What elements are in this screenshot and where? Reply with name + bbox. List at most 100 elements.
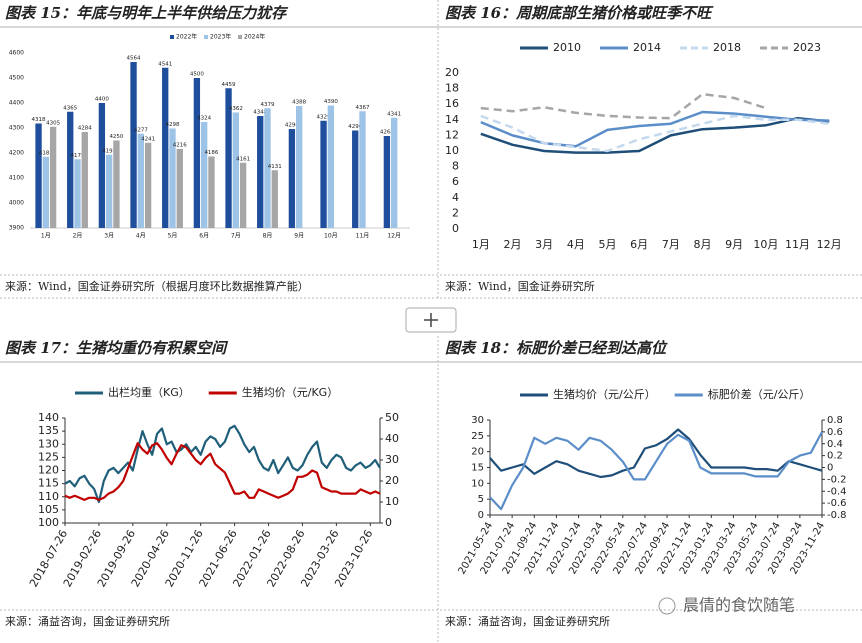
chart-title: 图表 15：年底与明年上半年供给压力犹存 <box>5 4 289 22</box>
legend-swatch <box>204 35 208 39</box>
y-tick-label: 2 <box>452 206 459 219</box>
bar <box>162 67 169 228</box>
y-tick-label: 10 <box>445 144 459 157</box>
x-tick-label: 7月 <box>662 238 680 251</box>
x-tick-label: 2月 <box>73 233 83 240</box>
y2-tick-label: -0.8 <box>827 510 847 521</box>
x-tick-label: 4月 <box>567 238 585 251</box>
watermark-icon <box>658 597 676 615</box>
x-tick-label: 6月 <box>199 233 209 240</box>
chart-title: 图表 16：周期底部生猪价格或旺季不旺 <box>445 4 714 22</box>
data-label: 4186 <box>204 150 218 156</box>
x-tick-label: 12月 <box>387 233 401 240</box>
bar <box>264 108 271 228</box>
y-tick-label: 20 <box>471 447 484 458</box>
legend-label: 2010 <box>553 41 581 54</box>
chart-title: 图表 18：标肥价差已经到达高位 <box>445 339 668 357</box>
bar <box>137 133 144 228</box>
y-tick-label: 14 <box>445 113 459 126</box>
y2-tick-label: -0.2 <box>827 474 847 485</box>
legend-label: 2022年 <box>176 33 197 41</box>
legend-label: 生猪均价（元/公斤） <box>553 387 656 401</box>
bar <box>288 129 296 228</box>
data-label: 4400 <box>95 97 109 103</box>
y-tick-label: 10 <box>471 478 484 489</box>
data-label: 4362 <box>229 106 243 112</box>
legend-label: 出栏均重（KG） <box>108 385 190 399</box>
y-tick-label: 4400 <box>9 100 24 107</box>
bar <box>193 78 201 228</box>
y2-tick-label: -0.6 <box>827 498 847 509</box>
y-tick-label: 18 <box>445 82 459 95</box>
data-label: 4290 <box>348 124 362 130</box>
bar <box>391 117 398 228</box>
data-label: 4193 <box>102 148 116 154</box>
legend-label: 2023 <box>793 41 821 54</box>
data-label: 4390 <box>324 99 338 105</box>
x-tick-label: 7月 <box>231 233 241 240</box>
data-label: 4131 <box>268 164 282 170</box>
y2-tick-label: 0 <box>385 516 392 529</box>
legend-label: 2014 <box>633 41 661 54</box>
x-tick-label: 1月 <box>41 233 51 240</box>
bar <box>225 88 232 228</box>
x-tick-label: 10月 <box>324 233 338 240</box>
y-tick-label: 4500 <box>9 75 24 82</box>
data-label: 4298 <box>166 122 180 128</box>
y-tick-label: 100 <box>38 516 59 529</box>
y-tick-label: 140 <box>38 411 59 424</box>
x-tick-label: 8月 <box>694 238 712 251</box>
y2-tick-label: 0.8 <box>827 415 843 426</box>
data-label: 4185 <box>39 150 53 156</box>
data-label: 4348 <box>253 110 267 116</box>
data-label: 4379 <box>261 102 275 108</box>
x-tick-label: 4月 <box>136 233 146 240</box>
data-label: 4459 <box>222 82 236 88</box>
x-tick-label: 11月 <box>356 233 370 240</box>
y-tick-label: 25 <box>471 431 484 442</box>
y2-tick-label: 20 <box>385 474 399 487</box>
data-label: 4216 <box>173 143 187 149</box>
legend-swatch <box>238 35 242 39</box>
legend-swatch <box>170 35 174 39</box>
y2-tick-label: 30 <box>385 453 399 466</box>
y2-tick-label: 10 <box>385 495 399 508</box>
bar <box>257 116 264 228</box>
data-label: 4241 <box>141 136 155 142</box>
y-tick-label: 30 <box>471 415 484 426</box>
y-tick-label: 4000 <box>9 200 24 207</box>
bar <box>113 140 120 228</box>
bar <box>169 128 176 228</box>
y2-tick-label: 50 <box>385 411 399 424</box>
bar <box>67 111 74 228</box>
bar <box>271 170 278 228</box>
bar <box>359 111 366 228</box>
line <box>64 442 381 501</box>
legend-label: 生猪均价（元/KG） <box>242 385 338 399</box>
data-label: 4324 <box>197 116 211 122</box>
x-tick-label: 10月 <box>753 238 778 251</box>
data-label: 4341 <box>387 111 401 117</box>
watermark: 晨倩的食饮随笔 <box>683 596 795 615</box>
x-tick-label: 2月 <box>504 238 522 251</box>
x-tick-label: 12月 <box>817 238 842 251</box>
y-tick-label: 130 <box>38 437 59 450</box>
y-tick-label: 135 <box>38 424 59 437</box>
x-tick-label: 11月 <box>785 238 810 251</box>
add-button[interactable] <box>405 307 457 333</box>
bar <box>320 120 327 228</box>
source-note: 来源：涌益咨询，国金证券研究所 <box>5 614 170 628</box>
bar <box>144 142 152 228</box>
y-tick-label: 4100 <box>9 175 24 182</box>
bar <box>130 62 137 228</box>
y-tick-label: 20 <box>445 66 459 79</box>
y-tick-label: 120 <box>38 464 59 477</box>
line <box>480 116 830 154</box>
y-tick-label: 16 <box>445 97 459 110</box>
bar <box>49 126 57 228</box>
bar <box>106 154 113 228</box>
data-label: 4329 <box>317 114 331 120</box>
bar <box>352 130 359 228</box>
data-label: 4367 <box>356 105 370 111</box>
y2-tick-label: 0.4 <box>827 439 843 450</box>
